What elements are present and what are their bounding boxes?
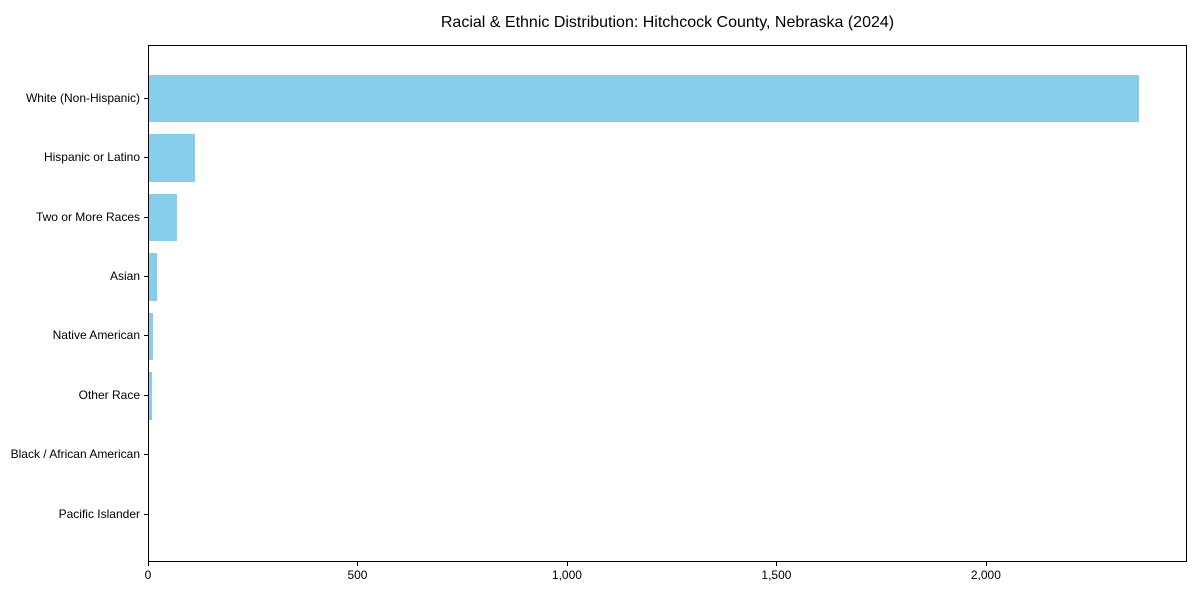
x-tick-mark <box>357 562 359 566</box>
x-tick-mark <box>566 562 568 566</box>
bar-hispanic-or-latino <box>149 134 196 182</box>
y-tick-mark <box>144 97 148 99</box>
y-tick-label-asian: Asian <box>109 268 140 283</box>
x-tick-label-2000: 2,000 <box>970 568 1001 582</box>
plot-area <box>148 45 1187 562</box>
y-tick-mark <box>144 394 148 396</box>
y-tick-label-black-african-american: Black / African American <box>10 447 140 462</box>
y-tick-label-pacific-islander: Pacific Islander <box>58 506 140 521</box>
y-tick-mark <box>144 513 148 515</box>
bar-white-non-hispanic <box>149 74 1139 123</box>
x-tick-mark <box>985 562 987 566</box>
x-tick-label-0: 0 <box>144 568 152 582</box>
x-tick-label-1500: 1,500 <box>761 568 792 582</box>
bar-two-or-more-races <box>149 193 178 242</box>
y-tick-label-hispanic-or-latino: Hispanic or Latino <box>43 150 140 165</box>
y-tick-mark <box>144 454 148 456</box>
y-tick-mark <box>144 335 148 337</box>
y-tick-mark <box>144 275 148 277</box>
chart-title: Racial & Ethnic Distribution: Hitchcock … <box>440 14 895 31</box>
y-tick-mark <box>144 157 148 159</box>
bar-asian <box>149 253 157 301</box>
x-tick-mark <box>148 562 149 566</box>
x-tick-label-1000: 1,000 <box>551 568 582 582</box>
x-tick-label-500: 500 <box>347 568 368 582</box>
y-tick-mark <box>144 216 148 218</box>
x-tick-mark <box>776 562 778 566</box>
y-tick-label-native-american: Native American <box>52 328 140 343</box>
bar-other-race <box>149 372 153 420</box>
bar-native-american <box>149 312 153 361</box>
y-tick-label-two-or-more-races: Two or More Races <box>35 209 140 224</box>
y-tick-label-white-non-hispanic: White (Non-Hispanic) <box>25 90 140 105</box>
y-tick-label-other-race: Other Race <box>78 387 140 402</box>
